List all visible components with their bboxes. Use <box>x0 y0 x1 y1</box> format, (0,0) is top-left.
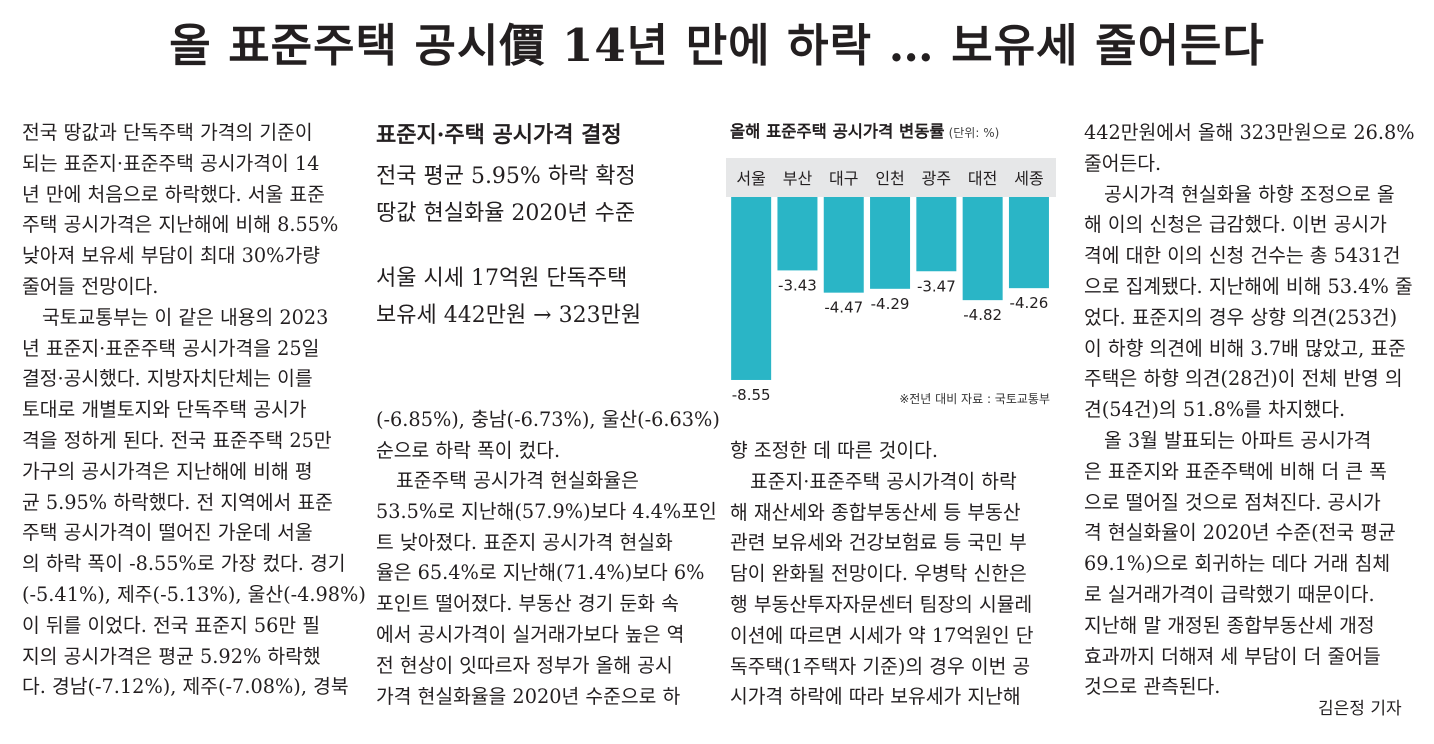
text-line: 69.1%)으로 회귀하는 데다 거래 침체 <box>1084 552 1391 576</box>
text-line: 줄어들 전망이다. <box>22 274 159 298</box>
text-line: 율은 65.4%로 지난해(71.4%)보다 6% <box>376 561 705 585</box>
text-line: 관련 보유세와 건강보험료 등 국민 부 <box>730 531 1027 555</box>
text-line: 은 표준지와 표준주택에 비해 더 큰 폭 <box>1084 459 1387 483</box>
text-line: 견(54건)의 51.8%를 차지했다. <box>1084 398 1346 422</box>
text-line: 주택 공시가격이 떨어진 가운데 서울 <box>22 521 313 545</box>
text-line: 로 실거래가격이 급락했기 때문이다. <box>1084 582 1375 606</box>
text-line: 주택은 하향 의견(28건)이 전체 반영 의 <box>1084 367 1403 391</box>
text-line: 향 조정한 데 따른 것이다. <box>730 439 939 462</box>
bar <box>777 197 818 271</box>
headline: 올 표준주택 공시價 14년 만에 하락 … 보유세 줄어든다 <box>169 19 1265 72</box>
summary-title: 표준지·주택 공시가격 결정 <box>376 122 622 148</box>
article-column-2b: 표준주택 공시가격 현실화율은 53.5%로 지난해(57.9%)보다 4.4%포… <box>376 466 717 712</box>
text-line: 되는 표준지·표준주택 공시가격이 14 <box>22 151 320 175</box>
category-label: 세종 <box>1014 169 1043 188</box>
text-line: (-6.85%), 충남(-6.73%), 울산(-6.63%) <box>376 408 720 431</box>
value-label: -4.26 <box>1010 294 1049 312</box>
text-line: 으로 집계됐다. 지난해에 비해 53.4% 줄 <box>1084 274 1413 298</box>
text-line: 전 현상이 잇따르자 정부가 올해 공시 <box>376 653 673 677</box>
category-label: 대구 <box>829 169 858 188</box>
category-label: 대전 <box>968 169 997 188</box>
text-line: 었다. 표준지의 경우 상향 의견(253건) <box>1084 305 1398 329</box>
value-label: -4.47 <box>824 299 863 317</box>
text-line: 표준지·표준주택 공시가격이 하락 <box>750 469 1017 493</box>
price-change-chart: 올해 표준주택 공시가격 변동률 (단위: %) 서울 -8.55 부산 -3.43 대구… <box>726 118 1056 418</box>
text-line: 에서 공시가격이 실거래가보다 높은 역 <box>376 622 685 646</box>
text-line: 담이 완화될 전망이다. 우병탁 신한은 <box>730 562 1027 586</box>
reporter-byline: 김은정 기자 <box>1318 699 1402 719</box>
text-line: 전국 땅값과 단독주택 가격의 기준이 <box>22 121 313 144</box>
text-line: 독주택(1주택자 기준)의 경우 이번 공 <box>730 654 1031 678</box>
chart-source-note: ※전년 대비 자료 : 국토교통부 <box>899 392 1050 406</box>
text-line: 가구의 공시가격은 지난해에 비해 평 <box>22 459 313 483</box>
text-line: (-5.41%), 제주(-5.13%), 울산(-4.98%) <box>22 582 366 606</box>
value-label: -3.43 <box>778 276 817 294</box>
text-line: 주택 공시가격은 지난해에 비해 8.55% <box>22 213 339 237</box>
text-line: 격 현실화율이 2020년 수준(전국 평균 <box>1084 521 1396 545</box>
text-line: 53.5%로 지난해(57.9%)보다 4.4%포인 <box>376 499 717 523</box>
text-line: 올 3월 발표되는 아파트 공시가격 <box>1104 428 1372 452</box>
text-line: 해 이의 신청은 급감했다. 이번 공시가 <box>1084 213 1387 237</box>
bar <box>823 197 864 293</box>
text-line: 순으로 하락 폭이 컸다. <box>376 438 561 462</box>
text-line: 트 낮아졌다. 표준지 공시가격 현실화 <box>376 530 673 554</box>
text-line: 으로 떨어질 것으로 점쳐진다. 공시가 <box>1084 490 1381 514</box>
summary-box: 표준지·주택 공시가격 결정 전국 평균 5.95% 하락 확정 땅값 현실화율… <box>376 118 706 334</box>
summary-line: 전국 평균 5.95% 하락 확정 <box>376 164 636 189</box>
text-line: 공시가격 현실화율 하향 조정으로 올 <box>1104 182 1395 206</box>
value-label: -3.47 <box>917 277 956 295</box>
text-line: 가격 현실화율을 2020년 수준으로 하 <box>376 684 681 708</box>
chart-title-text: 올해 표준주택 공시가격 변동률 <box>730 122 945 141</box>
text-line: 표준주택 공시가격 현실화율은 <box>396 469 639 492</box>
text-line: 지난해 말 개정된 종합부동산세 개정 <box>1084 613 1375 637</box>
text-line: 결정·공시했다. 지방자치단체는 이를 <box>22 367 313 391</box>
text-line: 년 표준지·표준주택 공시가격을 25일 <box>22 336 320 360</box>
text-line: 격을 정하게 된다. 전국 표준주택 25만 <box>22 428 332 452</box>
category-label: 광주 <box>922 169 951 188</box>
value-label: -4.82 <box>963 306 1002 324</box>
category-label: 인천 <box>875 169 904 188</box>
category-band <box>726 158 1056 197</box>
text-line: 이션에 따르면 시세가 약 17억원인 단 <box>730 623 1034 647</box>
category-label: 서울 <box>736 169 765 188</box>
bar <box>1008 197 1049 289</box>
article-column-2: (-6.85%), 충남(-6.73%), 울산(-6.63%) 순으로 하락 폭… <box>376 405 720 467</box>
text-line: 442만원에서 올해 323만원으로 26.8% <box>1084 121 1415 144</box>
chart-unit: (단위: %) <box>948 126 1000 140</box>
text-line: 낮아져 보유세 부담이 최대 30%가량 <box>22 244 320 268</box>
value-label: -8.55 <box>732 386 771 404</box>
summary-line: 서울 시세 17억원 단독주택 <box>376 266 628 291</box>
chart-plot: 서울 -8.55 부산 -3.43 대구 -4.47 인천 -4.29 광주 -3.47 대전 -4.… <box>726 158 1056 404</box>
text-line: 균 5.95% 하락했다. 전 지역에서 표준 <box>22 490 333 514</box>
chart-title: 올해 표준주택 공시가격 변동률 (단위: %) <box>730 118 999 142</box>
text-line: 시가격 하락에 따라 보유세가 지난해 <box>730 685 1021 709</box>
text-line: 이 뒤를 이었다. 전국 표준지 56만 필 <box>22 613 321 637</box>
value-label: -4.29 <box>871 295 910 313</box>
text-line: 것으로 관측된다. <box>1084 675 1221 699</box>
text-line: 다. 경남(-7.12%), 제주(-7.08%), 경북 <box>22 675 349 699</box>
text-line: 효과까지 더해져 세 부담이 더 줄어들 <box>1084 644 1381 668</box>
bar <box>870 197 911 289</box>
text-line: 의 하락 폭이 -8.55%로 가장 컸다. 경기 <box>22 552 346 576</box>
category-label: 부산 <box>783 169 813 188</box>
text-line: 행 부동산투자자문센터 팀장의 시뮬레 <box>730 592 1033 616</box>
text-line: 포인트 떨어졌다. 부동산 경기 둔화 속 <box>376 592 679 616</box>
text-line: 해 재산세와 종합부동산세 등 부동산 <box>730 500 1021 524</box>
bar <box>962 197 1003 301</box>
bar <box>731 197 772 380</box>
text-line: 국토교통부는 이 같은 내용의 2023 <box>42 305 329 329</box>
bar <box>916 197 957 272</box>
text-line: 지의 공시가격은 평균 5.92% 하락했 <box>22 644 321 668</box>
text-line: 줄어든다. <box>1084 151 1162 175</box>
text-line: 년 만에 처음으로 하락했다. 서울 표준 <box>22 182 325 206</box>
article-column-4: 442만원에서 올해 323만원으로 26.8% 줄어든다. 공시가격 현실화율 하… <box>1084 118 1415 703</box>
summary-line: 보유세 442만원 → 323만원 <box>376 303 642 328</box>
text-line: 이 하향 의견에 비해 3.7배 많았고, 표준 <box>1084 336 1406 360</box>
text-line: 토대로 개별토지와 단독주택 공시가 <box>22 398 307 422</box>
summary-line: 땅값 현실화율 2020년 수준 <box>376 201 636 226</box>
text-line: 격에 대한 이의 신청 건수는 총 5431건 <box>1084 244 1401 268</box>
